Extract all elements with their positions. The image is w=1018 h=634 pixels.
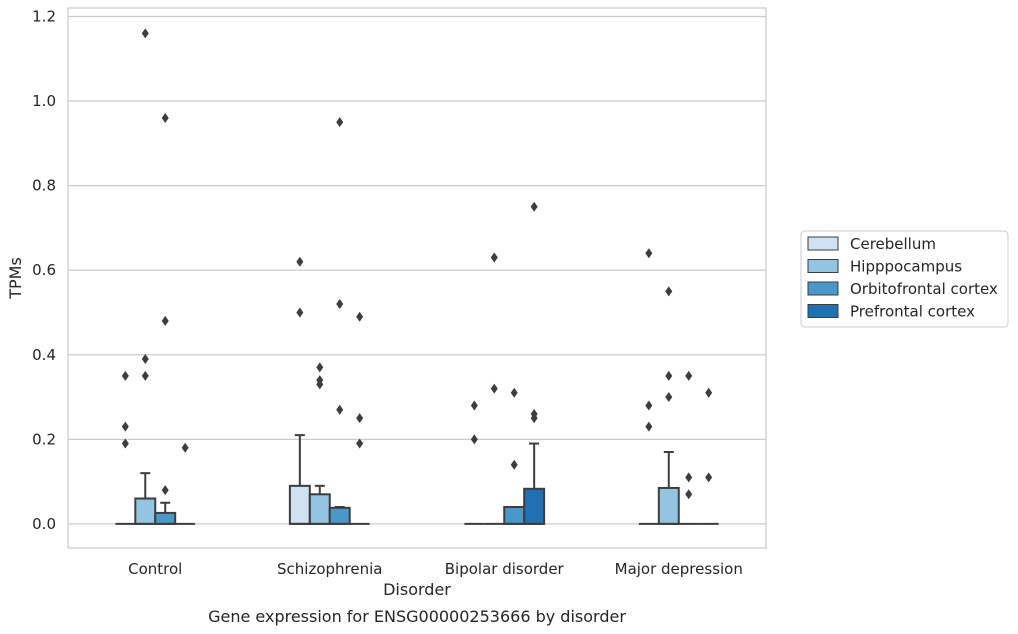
legend-label: Hipppocampus	[850, 258, 962, 276]
boxes-layer	[115, 28, 719, 525]
outlier-point	[665, 370, 673, 381]
outlier-point	[161, 315, 169, 326]
box-body	[154, 511, 177, 525]
outlier-point	[665, 286, 673, 297]
legend-label: Cerebellum	[850, 235, 936, 253]
outlier-point	[336, 299, 344, 310]
plot-frame	[67, 7, 767, 549]
box-cerebellum	[464, 400, 485, 525]
box-prefrontal-cortex	[349, 311, 370, 525]
box-cerebellum	[288, 256, 311, 525]
outlier-point	[121, 438, 129, 449]
outlier-point	[356, 438, 364, 449]
y-axis-ticks: 0.0 0.2 0.4 0.6 0.8 1.0 1.2	[32, 7, 56, 532]
box-body	[503, 505, 526, 525]
legend-label: Prefrontal cortex	[850, 303, 975, 321]
outlier-point	[645, 400, 653, 411]
outlier-point	[510, 387, 518, 398]
box-hipppocampus	[308, 362, 331, 525]
outlier-point	[645, 421, 653, 432]
box-body	[288, 484, 311, 525]
y-tick-label: 0.8	[32, 177, 56, 195]
legend-swatch	[807, 304, 839, 318]
box-hipppocampus	[657, 286, 680, 525]
y-tick-label: 0.4	[32, 346, 56, 364]
x-tick-label: Control	[128, 560, 182, 578]
outlier-point	[685, 472, 693, 483]
y-tick-label: 0.0	[32, 515, 56, 533]
outlier-point	[121, 421, 129, 432]
legend-swatch	[807, 236, 839, 251]
box-hipppocampus	[484, 252, 505, 525]
legend-frame	[800, 230, 1009, 328]
box-orbitofrontal-cortex	[678, 370, 699, 525]
box-prefrontal-cortex	[175, 442, 196, 525]
legend-swatch	[807, 259, 839, 273]
outlier-point	[181, 442, 189, 453]
outlier-point	[530, 413, 538, 424]
legend-label: Orbitofrontal cortex	[850, 280, 998, 298]
outlier-point	[470, 400, 478, 411]
x-axis-label: Disorder	[383, 580, 451, 599]
outlier-point	[530, 201, 538, 212]
outlier-point	[141, 370, 149, 381]
box-body	[328, 506, 351, 525]
outlier-point	[645, 248, 653, 259]
box-cerebellum	[115, 370, 136, 525]
y-tick-label: 0.6	[32, 261, 56, 279]
box-body	[308, 493, 331, 525]
box-orbitofrontal-cortex	[328, 117, 351, 525]
x-axis-ticks: Control Schizophrenia Bipolar disorder Majo…	[128, 560, 743, 578]
box-body	[657, 486, 680, 525]
y-axis-label: TPMs	[6, 257, 25, 300]
outlier-point	[356, 311, 364, 322]
outlier-point	[336, 404, 344, 415]
y-tick-label: 1.2	[32, 7, 56, 25]
x-tick-label: Major depression	[615, 560, 743, 578]
box-hipppocampus	[134, 28, 157, 525]
outlier-point	[296, 307, 304, 318]
outlier-point	[685, 489, 693, 500]
outlier-point	[490, 252, 498, 263]
outlier-point	[161, 485, 169, 496]
box-prefrontal-cortex	[523, 201, 546, 525]
outlier-point	[316, 362, 324, 373]
outlier-point	[316, 379, 324, 390]
legend: Cerebellum Hipppocampus Orbitofrontal cort…	[800, 230, 1009, 328]
outlier-point	[141, 353, 149, 364]
box-orbitofrontal-cortex	[503, 387, 526, 525]
outlier-point	[121, 370, 129, 381]
outlier-point	[296, 256, 304, 267]
box-prefrontal-cortex	[698, 387, 719, 525]
box-body	[134, 497, 157, 525]
y-tick-label: 1.0	[32, 92, 56, 110]
outlier-point	[510, 459, 518, 470]
chart-caption: Gene expression for ENSG00000253666 by d…	[208, 607, 626, 626]
box-body	[523, 487, 546, 525]
y-tick-label: 0.2	[32, 430, 56, 448]
outlier-point	[490, 383, 498, 394]
x-tick-label: Schizophrenia	[277, 560, 382, 578]
box-cerebellum	[638, 248, 659, 525]
outlier-point	[161, 112, 169, 123]
outlier-point	[705, 387, 713, 398]
x-tick-label: Bipolar disorder	[445, 560, 565, 578]
outlier-point	[665, 392, 673, 403]
legend-swatch	[807, 281, 839, 296]
outlier-point	[356, 413, 364, 424]
gridlines	[68, 15, 766, 525]
box-orbitofrontal-cortex	[154, 112, 177, 525]
outlier-point	[336, 117, 344, 128]
outlier-point	[705, 472, 713, 483]
outlier-point	[685, 370, 693, 381]
outlier-point	[470, 434, 478, 445]
outlier-point	[141, 28, 149, 39]
